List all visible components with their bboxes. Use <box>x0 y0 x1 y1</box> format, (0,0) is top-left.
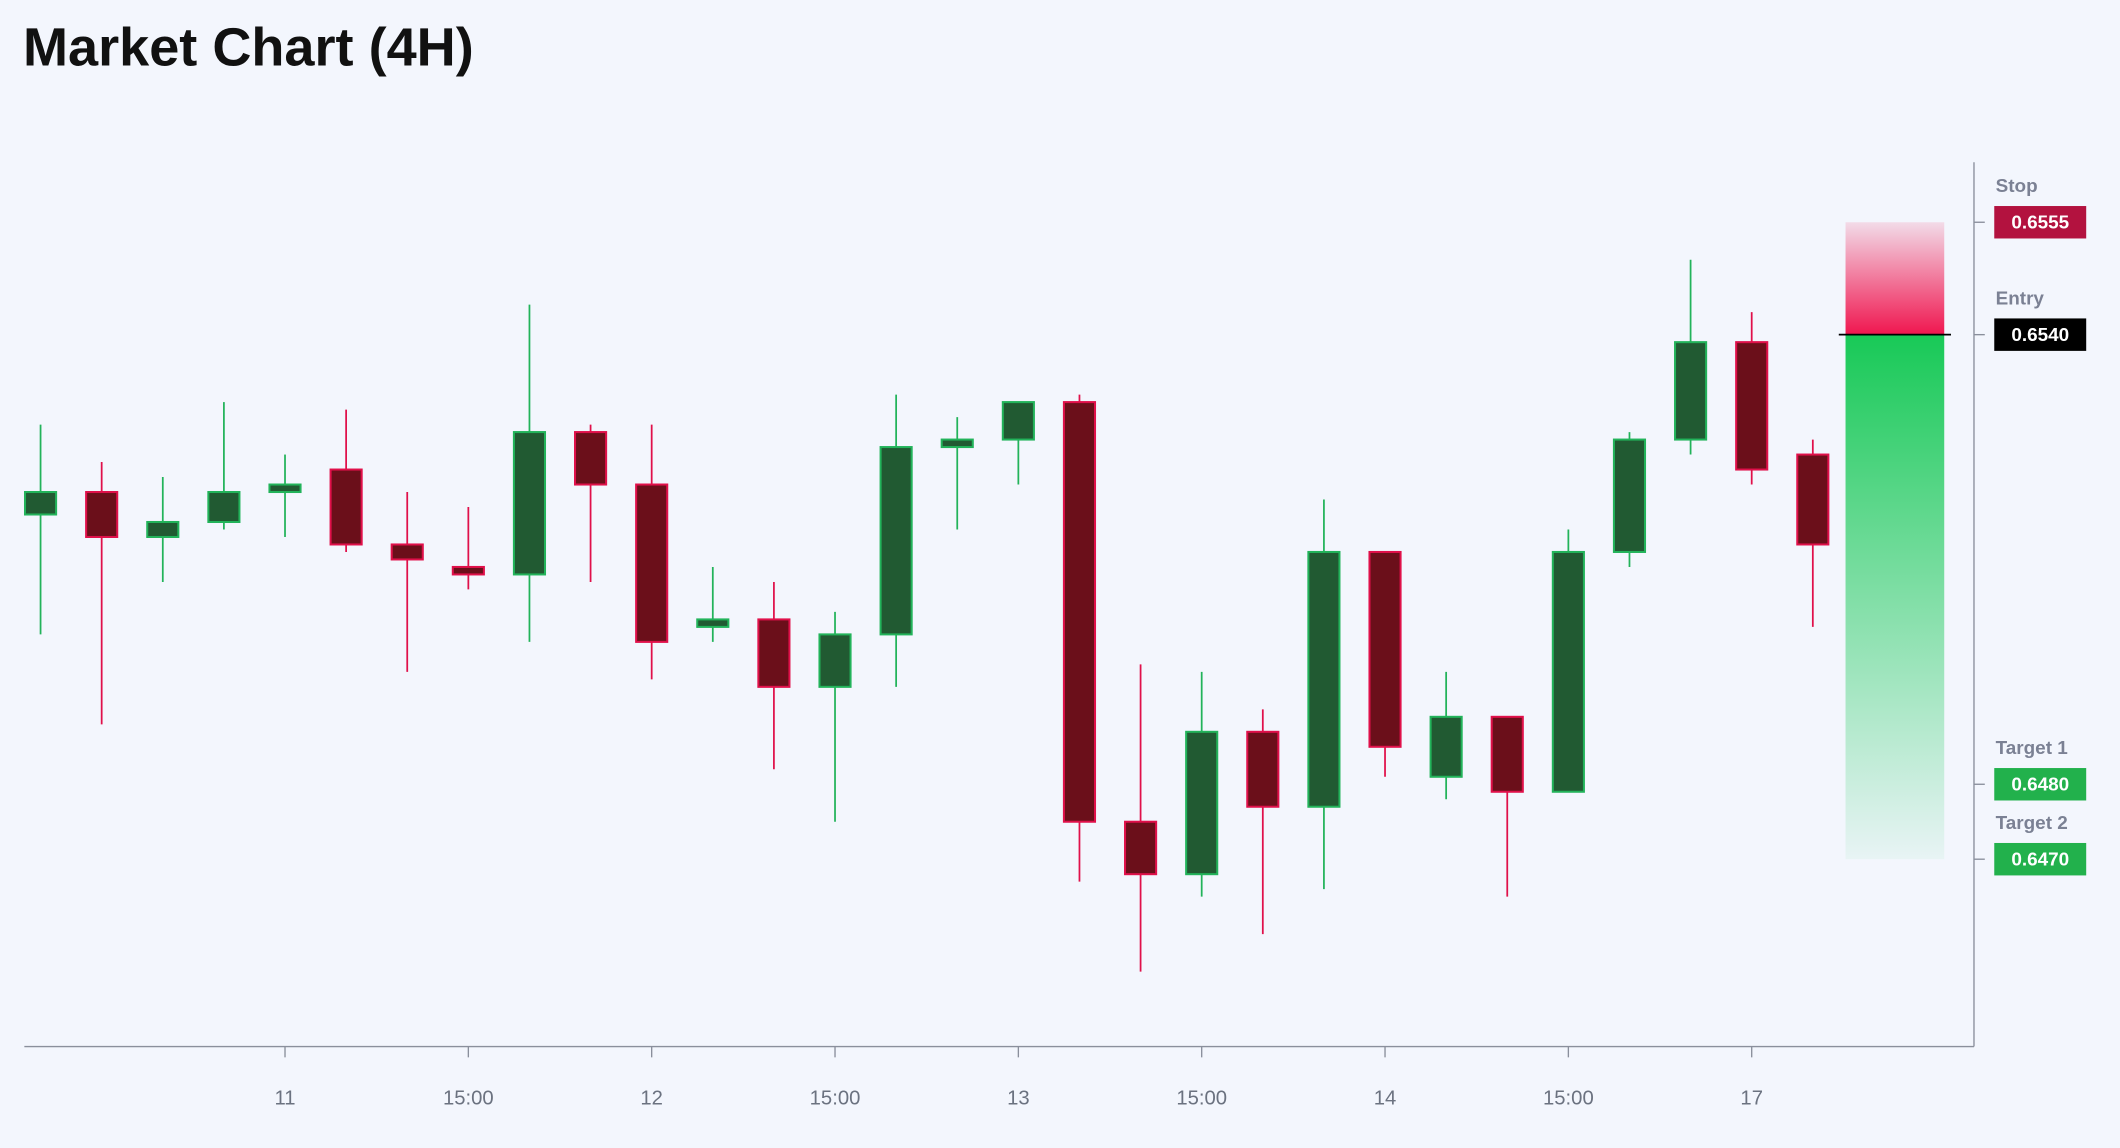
candle-body <box>512 431 547 576</box>
candle-body <box>1735 341 1769 471</box>
reward-zone <box>1845 334 1945 860</box>
candle-body <box>268 483 302 494</box>
candle-body <box>1124 820 1158 876</box>
x-tick-label: 15:00 <box>1543 1088 1594 1110</box>
candle-body <box>940 438 974 449</box>
candle-body <box>1490 715 1524 793</box>
level-badge <box>1994 842 2087 876</box>
candle-body <box>23 491 58 516</box>
chart-title: Market Chart (4H) <box>23 18 474 78</box>
level-badge <box>1994 318 2087 351</box>
x-tick-label: 15:00 <box>810 1088 861 1110</box>
candle-body <box>696 618 730 628</box>
candle-body <box>1551 550 1585 793</box>
x-tick-label: 15:00 <box>443 1088 494 1110</box>
x-tick-label: 11 <box>274 1088 295 1110</box>
candle-body <box>1612 438 1647 553</box>
candle-body <box>1429 715 1463 778</box>
candle-body <box>1796 453 1830 546</box>
candle-body <box>757 618 791 688</box>
candle-body <box>85 491 119 538</box>
candle-body <box>390 543 424 561</box>
x-tick-label: 12 <box>640 1088 663 1110</box>
candle-body <box>1674 341 1708 441</box>
level-label: 0.6480 <box>2011 775 2069 796</box>
level-label: 0.6555 <box>2011 213 2069 234</box>
level-name: Stop <box>1996 176 2038 197</box>
x-tick-label: 17 <box>1740 1088 1763 1110</box>
x-tick-label: 14 <box>1374 1088 1397 1110</box>
level-label: 0.6470 <box>2011 850 2069 871</box>
candle-body <box>818 633 852 688</box>
candle-body <box>574 431 608 486</box>
candle-body <box>1062 401 1097 823</box>
candle-body <box>879 446 913 636</box>
candle-body <box>1368 550 1402 748</box>
candle-body <box>1246 730 1280 808</box>
candle-body <box>207 491 241 524</box>
candle-body <box>1307 550 1341 808</box>
level-name: Target 1 <box>1996 738 2068 759</box>
candle-body <box>1185 730 1219 876</box>
candle-body <box>1001 401 1035 441</box>
level-badge <box>1994 206 2087 239</box>
level-name: Entry <box>1996 289 2045 310</box>
x-tick-label: 13 <box>1007 1088 1030 1110</box>
candle-body <box>146 520 180 538</box>
candle-body <box>329 468 363 546</box>
candle-body <box>635 483 669 643</box>
candle-body <box>451 565 485 576</box>
level-name: Target 2 <box>1996 813 2068 834</box>
risk-zone <box>1845 222 1945 335</box>
x-tick-label: 15:00 <box>1176 1088 1227 1110</box>
level-label: 0.6540 <box>2011 325 2069 346</box>
level-badge <box>1994 768 2087 801</box>
